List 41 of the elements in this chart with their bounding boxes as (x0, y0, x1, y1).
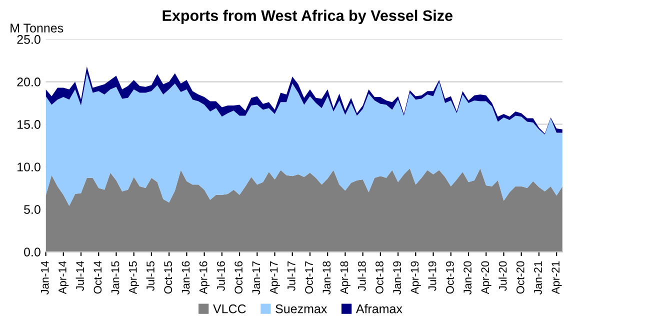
x-tick-label: Oct-17 (305, 261, 313, 294)
x-tick-label: Jan-19 (393, 261, 402, 295)
x-tick-label: Apr-20 (481, 261, 492, 294)
chart-title: Exports from West Africa by Vessel Size (162, 10, 452, 24)
y-tick-label: 5.0 (24, 205, 40, 214)
x-tick-label: Oct-19 (446, 261, 454, 294)
y-tick-label: 25.0 (17, 35, 40, 44)
x-tick-label: Oct-15 (164, 261, 172, 294)
legend-label: Aframax (356, 304, 402, 314)
x-tick-label: Jan-16 (182, 261, 190, 295)
x-tick-label: Jan-15 (111, 261, 120, 295)
y-tick-label: 0.0 (24, 248, 40, 256)
x-tick-label: Oct-14 (94, 261, 102, 294)
x-tick-label: Jul-16 (216, 261, 225, 291)
x-tick-label: Oct-16 (234, 261, 243, 294)
x-tick-label: Jul-17 (287, 261, 296, 291)
x-tick-label: Jan-20 (464, 261, 472, 295)
x-tick-label: Jan-14 (41, 261, 49, 295)
x-tick-label: Apr-19 (410, 261, 421, 294)
x-tick-label: Jul-19 (428, 261, 436, 291)
x-tick-label: Jul-15 (146, 261, 154, 291)
y-tick-label: 15.0 (18, 120, 40, 129)
x-tick-label: Jan-21 (534, 261, 542, 295)
y-tick-label: 10.0 (18, 162, 40, 172)
x-tick-label: Apr-14 (58, 261, 69, 294)
x-tick-label: Apr-18 (340, 261, 350, 294)
x-tick-label: Apr-15 (129, 261, 140, 294)
x-tick-label: Jan-18 (322, 261, 331, 295)
x-tick-label: Apr-17 (270, 261, 280, 294)
legend-label: Suezmax (276, 304, 328, 314)
x-tick-label: Jul-20 (498, 261, 507, 291)
x-tick-label: Oct-18 (376, 261, 384, 294)
x-tick-label: Jul-14 (76, 261, 84, 291)
y-tick-label: 20.0 (17, 78, 40, 86)
x-tick-label: Jul-18 (358, 261, 366, 291)
x-tick-label: Oct-20 (516, 261, 524, 294)
x-tick-label: Apr-16 (199, 261, 210, 294)
legend-label: VLCC (213, 304, 246, 314)
x-tick-label: Jan-17 (252, 261, 260, 295)
y-axis-title: M Tonnes (10, 24, 64, 33)
x-tick-label: Apr-21 (552, 261, 562, 294)
